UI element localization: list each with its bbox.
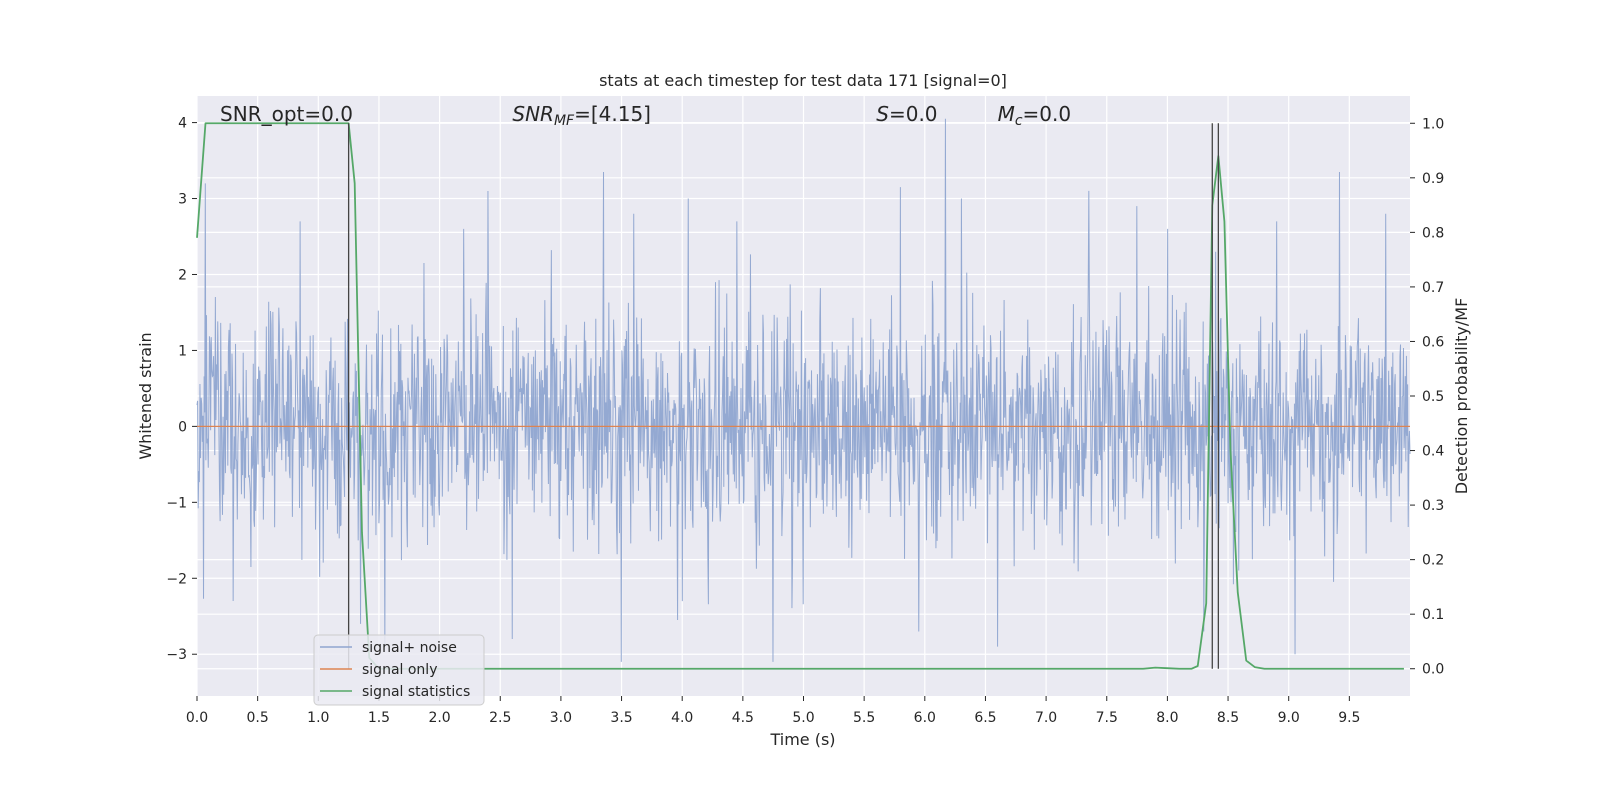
x-tick-label-8: 4.0 [671,710,693,726]
x-tick-label-1: 0.5 [247,710,269,726]
x-tick-label-11: 5.5 [853,710,875,726]
y-axis-right-ticks: 0.0 0.1 0.2 0.3 0.4 0.5 0.6 0.7 0.8 0.9 1.0 [1410,116,1444,678]
x-tick-label-14: 7.0 [1035,710,1057,726]
y-right-tick-label-6: 0.6 [1422,334,1444,350]
y-right-tick-label-8: 0.8 [1422,225,1444,241]
y-left-tick-label-4: 1 [178,343,187,359]
x-tick-label-3: 1.5 [368,710,390,726]
y-right-tick-label-4: 0.4 [1422,444,1444,460]
y-right-tick-label-1: 0.1 [1422,607,1444,623]
y-left-tick-label-6: 3 [178,192,187,208]
y-right-tick-label-2: 0.2 [1422,553,1444,569]
annotation-1: SNRMF=[4.15] [512,102,651,129]
y-left-tick-label-1: −2 [166,571,187,587]
annotation-2: S=0.0 [876,102,937,126]
series-signal-plus-noise [196,118,1411,662]
x-tick-label-12: 6.0 [914,710,936,726]
x-tick-label-10: 5.0 [792,710,814,726]
x-tick-label-4: 2.0 [428,710,450,726]
x-axis-label: Time (s) [769,730,835,749]
y-axis-left-label: Whitened strain [136,332,155,459]
x-axis-ticks: 0.0 0.5 1.0 1.5 2.0 2.5 3.0 3.5 4.0 4.5 5.0 5.5 6.0 6… [186,696,1360,726]
y-left-tick-label-5: 2 [178,267,187,283]
annotation-0: SNR_opt=0.0 [220,102,353,126]
x-tick-label-15: 7.5 [1096,710,1118,726]
chart-title: stats at each timestep for test data 171… [599,71,1007,90]
y-right-tick-label-9: 0.9 [1422,171,1444,187]
legend-label-signal-statistics: signal statistics [362,684,470,700]
y-left-tick-label-0: −3 [166,647,187,663]
series-signal-statistics [196,122,1404,670]
y-left-tick-label-7: 4 [178,116,187,132]
annotation-3: Mc=0.0 [998,102,1072,129]
x-tick-label-19: 9.5 [1338,710,1360,726]
signal-statistics-line [196,122,1404,670]
marker-lines [347,123,1219,669]
y-axis-left-ticks: −3 −2 −1 0 1 2 3 4 [166,116,197,663]
y-right-tick-label-5: 0.5 [1422,389,1444,405]
x-tick-label-7: 3.5 [610,710,632,726]
x-tick-label-6: 3.0 [550,710,572,726]
x-tick-label-16: 8.0 [1156,710,1178,726]
legend-label-signal-only: signal only [362,662,437,678]
x-tick-label-9: 4.5 [732,710,754,726]
x-tick-label-18: 9.0 [1278,710,1300,726]
x-tick-label-13: 6.5 [974,710,996,726]
legend-box [313,634,485,706]
y-left-tick-label-3: 0 [178,419,187,435]
x-tick-label-0: 0.0 [186,710,208,726]
annotations: SNR_opt=0.0 SNRMF=[4.15] S=0.0 Mc=0.0 [220,102,1071,129]
legend: signal+ noise signal only signal statist… [313,634,485,706]
x-tick-label-5: 2.5 [489,710,511,726]
y-left-tick-label-2: −1 [166,495,187,511]
y-right-tick-label-3: 0.3 [1422,498,1444,514]
y-right-tick-label-7: 0.7 [1422,280,1444,296]
x-tick-label-2: 1.0 [307,710,329,726]
y-right-tick-label-10: 1.0 [1422,116,1444,132]
x-tick-label-17: 8.5 [1217,710,1239,726]
y-right-tick-label-0: 0.0 [1422,662,1444,678]
y-axis-right-label: Detection probability/MF [1452,298,1471,495]
legend-label-signal-plus-noise: signal+ noise [362,640,457,656]
signal-plus-noise-line [196,118,1411,662]
